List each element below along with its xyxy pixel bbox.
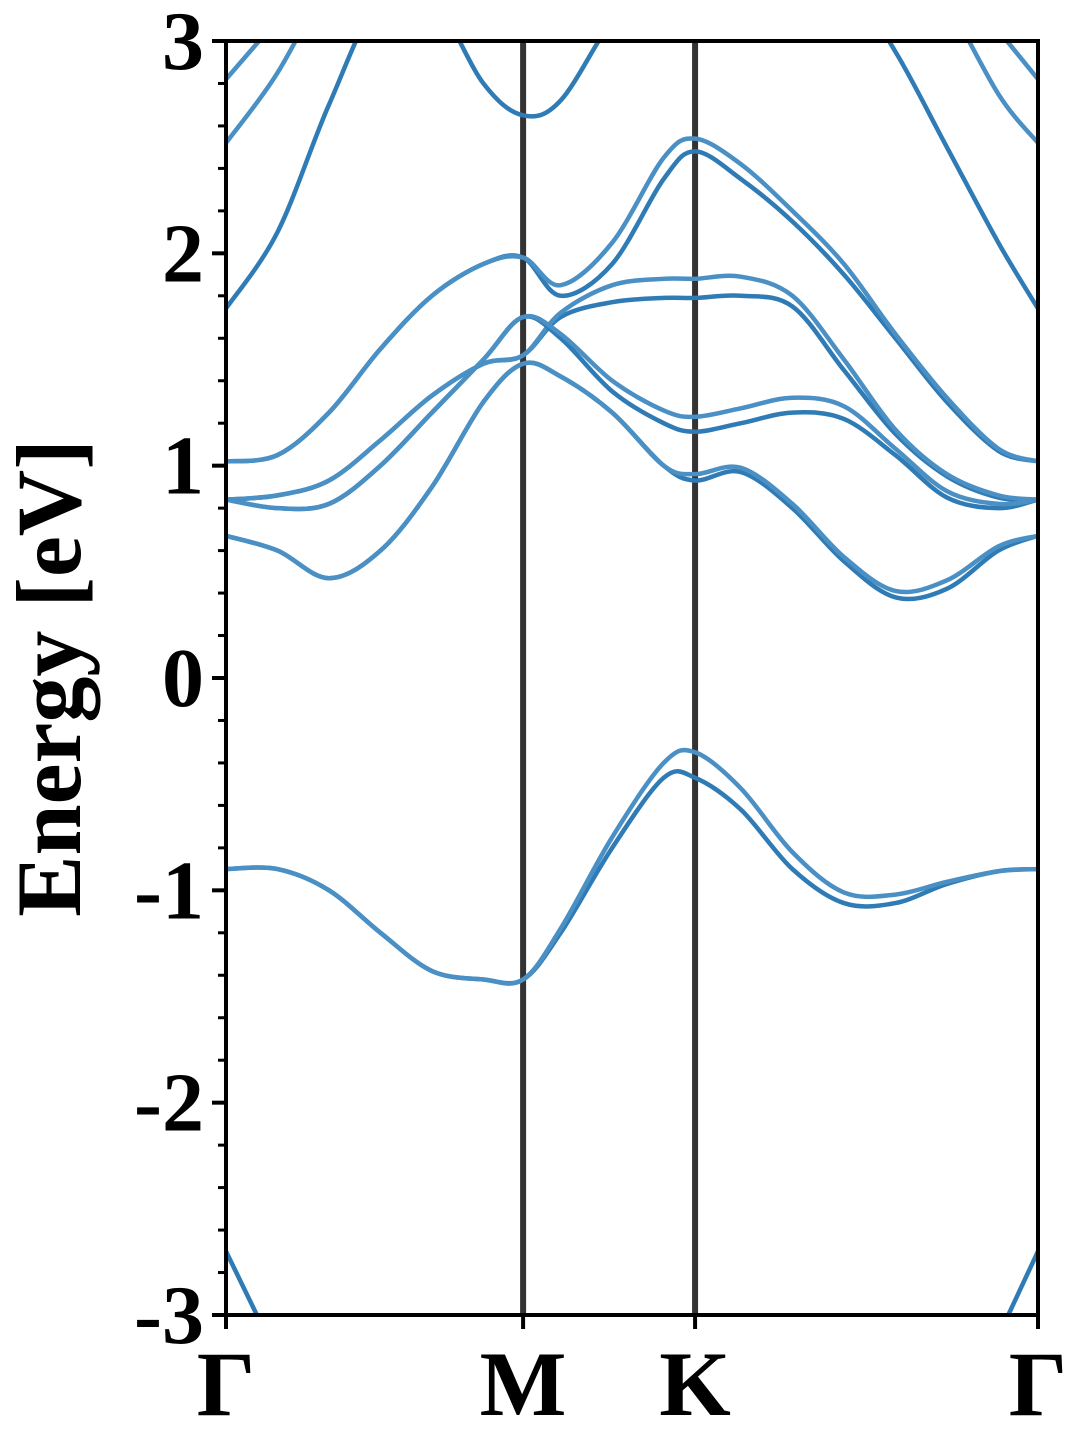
band-line xyxy=(226,41,1038,81)
band-line xyxy=(226,747,1038,986)
band-line xyxy=(226,149,1038,464)
y-tick-label: 1 xyxy=(162,420,204,513)
band-line xyxy=(226,313,1038,512)
x-tick-label: Γ xyxy=(197,1333,256,1435)
band-line xyxy=(226,360,1038,595)
band-line xyxy=(226,314,1038,512)
y-tick-label: -2 xyxy=(134,1057,204,1150)
plot-area xyxy=(226,41,1038,1315)
band-line xyxy=(226,273,1038,502)
y-tick-label: 2 xyxy=(162,207,204,300)
y-tick-label: -3 xyxy=(134,1269,204,1362)
y-axis-label: Energy [eV] xyxy=(0,439,100,917)
band-line xyxy=(226,1250,1038,1315)
band-line xyxy=(226,360,1038,602)
band-line xyxy=(226,41,1038,310)
x-tick-label: M xyxy=(480,1333,567,1435)
x-tick-label: Γ xyxy=(1009,1333,1068,1435)
band-line xyxy=(226,136,1038,464)
y-tick-label: -1 xyxy=(134,844,204,937)
y-tick-label: 0 xyxy=(162,632,204,725)
x-tick-label: K xyxy=(659,1333,731,1435)
y-tick-label: 3 xyxy=(162,0,204,88)
band-line xyxy=(226,41,1038,145)
